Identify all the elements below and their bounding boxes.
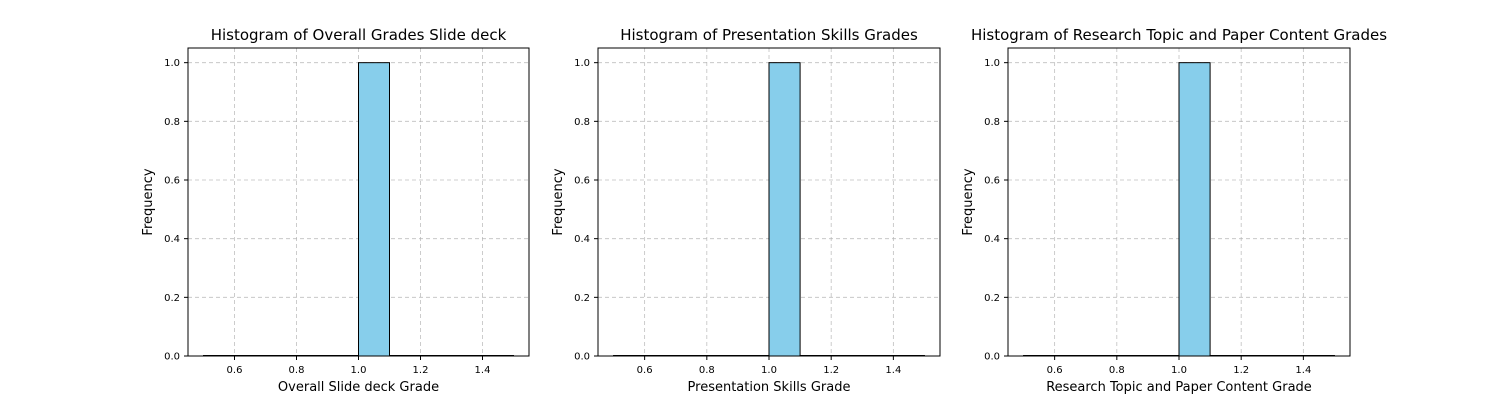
y-axis-label: Frequency bbox=[141, 168, 156, 235]
x-tick-label: 1.2 bbox=[413, 365, 429, 376]
x-axis-label: Overall Slide deck Grade bbox=[278, 380, 439, 395]
chart-title: Histogram of Presentation Skills Grades bbox=[620, 26, 918, 44]
x-tick-label: 1.4 bbox=[885, 365, 901, 376]
x-axis-label: Presentation Skills Grade bbox=[688, 380, 851, 395]
y-tick-label: 0.8 bbox=[164, 117, 180, 128]
chart-research-topic: 0.6 0.8 1.0 1.2 1.4 0.0 0.2 0.4 0.6 0.8 1.0 Histogr… bbox=[961, 26, 1387, 395]
y-tick-label: 0.4 bbox=[574, 234, 590, 245]
histogram-bar bbox=[768, 62, 801, 357]
x-tick-label: 0.6 bbox=[637, 365, 653, 376]
x-tick-label: 0.6 bbox=[1047, 365, 1063, 376]
y-tick-label: 0.4 bbox=[164, 234, 180, 245]
x-axis-label: Research Topic and Paper Content Grade bbox=[1046, 380, 1312, 395]
chart-overall-grades: 0.6 0.8 1.0 1.2 1.4 0.0 0.2 0.4 0.6 0.8 1.0 Histogr… bbox=[141, 26, 530, 395]
y-tick-label: 0.2 bbox=[164, 293, 180, 304]
x-tick-label: 1.0 bbox=[351, 365, 367, 376]
y-tick-label: 0.0 bbox=[574, 352, 590, 363]
x-tick-label: 1.0 bbox=[761, 365, 777, 376]
y-tick-label: 1.0 bbox=[984, 58, 1000, 69]
y-tick-label: 0.0 bbox=[164, 352, 180, 363]
x-tick-label: 1.4 bbox=[475, 365, 491, 376]
y-tick-label: 1.0 bbox=[574, 58, 590, 69]
x-tick-label: 1.0 bbox=[1171, 365, 1187, 376]
x-tick-label: 1.2 bbox=[1233, 365, 1249, 376]
y-tick-label: 0.6 bbox=[574, 176, 590, 187]
chart-title: Histogram of Overall Grades Slide deck bbox=[211, 26, 507, 44]
chart-title: Histogram of Research Topic and Paper Co… bbox=[971, 26, 1387, 44]
x-tick-label: 0.6 bbox=[227, 365, 243, 376]
y-tick-label: 0.2 bbox=[984, 293, 1000, 304]
y-tick-label: 0.8 bbox=[574, 117, 590, 128]
y-tick-label: 0.2 bbox=[574, 293, 590, 304]
y-tick-label: 0.4 bbox=[984, 234, 1000, 245]
x-tick-label: 0.8 bbox=[289, 365, 305, 376]
x-tick-label: 0.8 bbox=[1109, 365, 1125, 376]
y-axis-label: Frequency bbox=[551, 168, 566, 235]
y-tick-label: 0.8 bbox=[984, 117, 1000, 128]
x-tick-label: 1.2 bbox=[823, 365, 839, 376]
chart-presentation-skills: 0.6 0.8 1.0 1.2 1.4 0.0 0.2 0.4 0.6 0.8 1.0 Histogr… bbox=[551, 26, 941, 395]
y-tick-label: 0.0 bbox=[984, 352, 1000, 363]
histogram-bar bbox=[1178, 62, 1211, 357]
histogram-bar bbox=[358, 62, 390, 357]
y-tick-label: 0.6 bbox=[164, 176, 180, 187]
y-tick-label: 0.6 bbox=[984, 176, 1000, 187]
x-tick-label: 0.8 bbox=[699, 365, 715, 376]
y-tick-label: 1.0 bbox=[164, 58, 180, 69]
y-axis-label: Frequency bbox=[961, 168, 976, 235]
x-tick-label: 1.4 bbox=[1295, 365, 1311, 376]
